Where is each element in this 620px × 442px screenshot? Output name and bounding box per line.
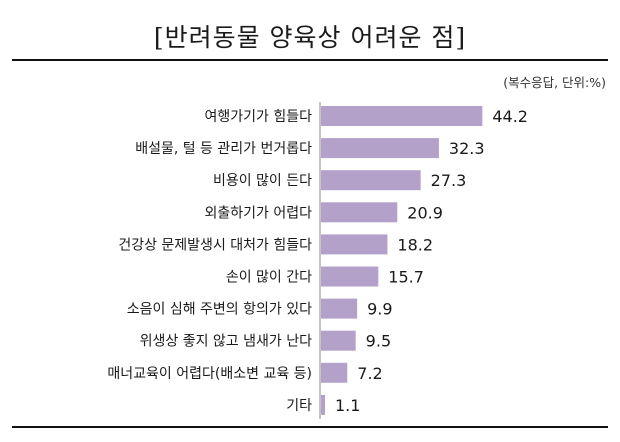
category-label: 위생상 좋지 않고 냄새가 난다 [140, 334, 312, 350]
category-label: 배설물, 털 등 관리가 번거롭다 [135, 141, 312, 157]
value-label: 9.5 [366, 332, 391, 351]
bar [321, 202, 398, 223]
value-label: 7.2 [357, 364, 382, 383]
bottom-rule [12, 426, 608, 428]
value-label: 27.3 [431, 171, 467, 190]
bar [321, 170, 421, 191]
category-label: 소음이 심해 주변의 항의가 있다 [127, 302, 312, 318]
bar [321, 234, 388, 255]
value-label: 32.3 [449, 139, 485, 158]
chart-title: [반려동물 양육상 어려운 점] [153, 23, 467, 52]
value-label: 15.7 [388, 268, 424, 287]
value-label: 20.9 [407, 203, 443, 222]
unit-note: (복수응답, 단위:%) [503, 75, 606, 90]
bars-layer: 여행가기가 힘들다 44.2 배설물, 털 등 관리가 번거롭다 32.3 비용이 많이… [107, 102, 528, 419]
category-label: 손이 많이 간다 [226, 270, 312, 286]
bar [321, 266, 379, 287]
category-label: 비용이 많이 든다 [213, 173, 312, 189]
category-label: 기타 [286, 398, 312, 414]
category-label: 매너교육이 어렵다(배소변 교육 등) [107, 366, 312, 382]
value-label: 1.1 [335, 396, 360, 415]
bar [321, 138, 439, 159]
bar [321, 298, 358, 319]
value-label: 9.9 [367, 300, 392, 319]
bar [321, 362, 348, 383]
category-label: 건강상 문제발생시 대처가 힘들다 [118, 237, 312, 253]
category-label: 외출하기가 어렵다 [205, 205, 313, 221]
bar [321, 106, 483, 126]
top-rule [12, 59, 608, 61]
category-label: 여행가기가 힘들다 [205, 109, 313, 125]
value-label: 18.2 [397, 235, 433, 254]
value-label: 44.2 [492, 107, 528, 126]
bar [321, 330, 356, 351]
bar [321, 394, 326, 415]
